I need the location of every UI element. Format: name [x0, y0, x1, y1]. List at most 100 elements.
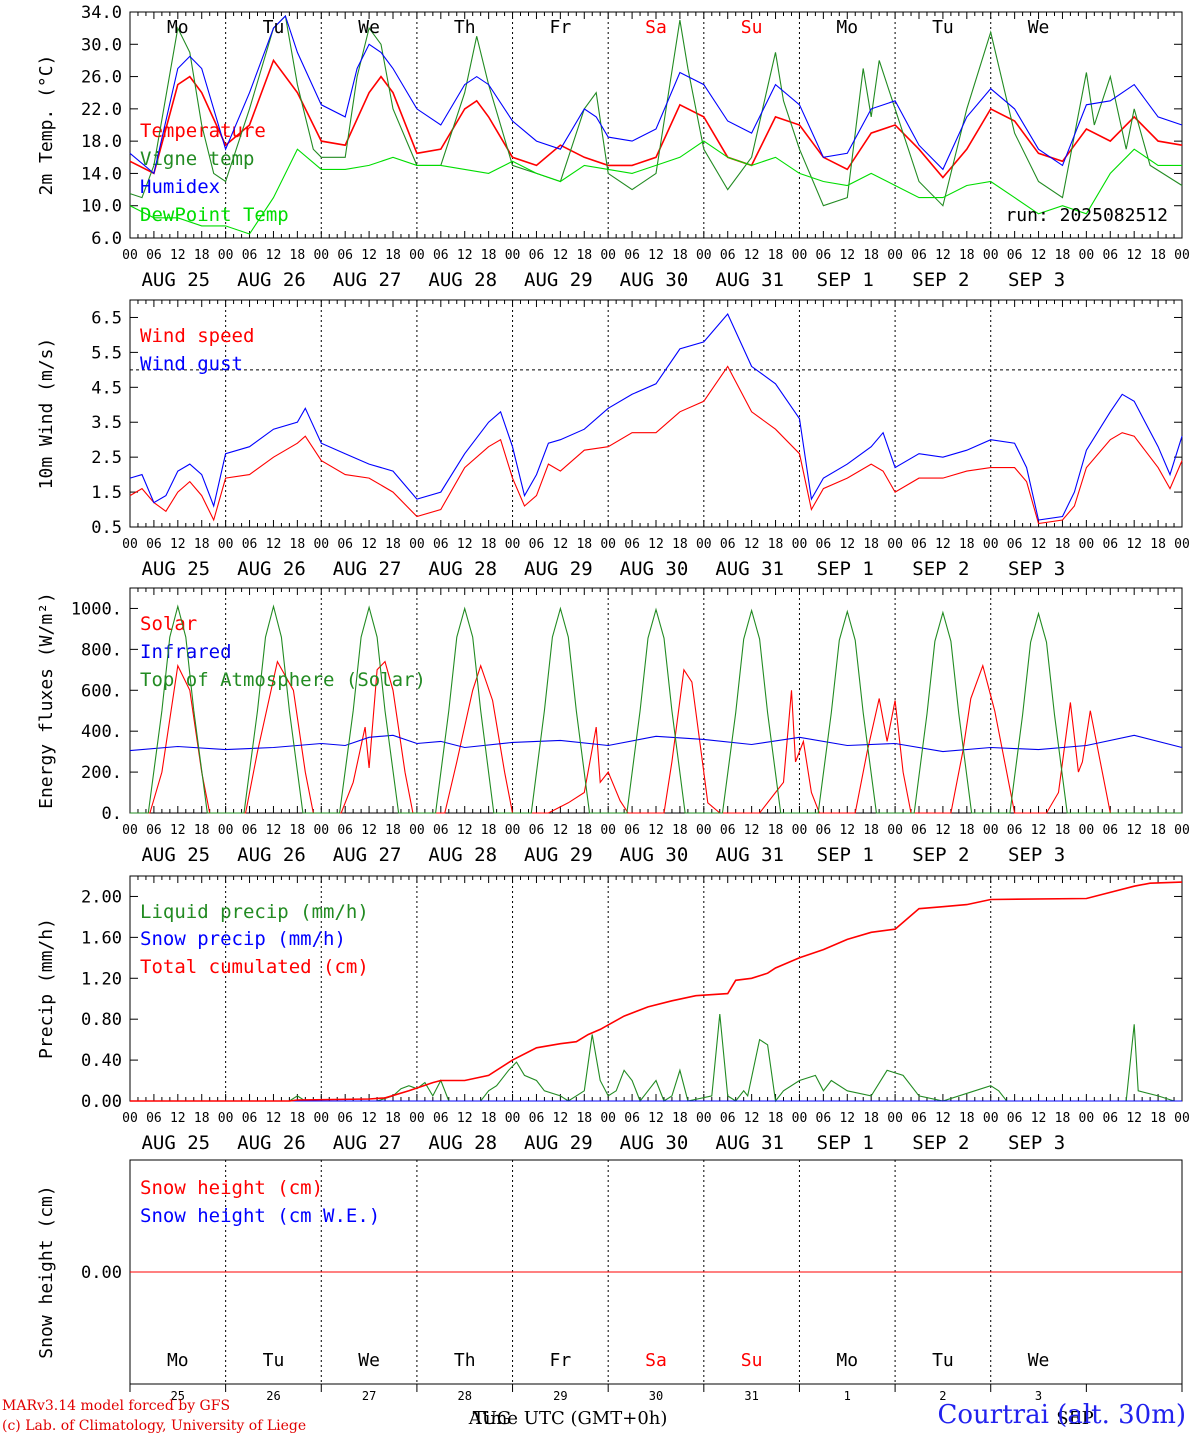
hour-tick-label: 06: [1007, 823, 1023, 838]
day-abbr: Tu: [932, 17, 954, 38]
hour-tick-label: 06: [433, 537, 449, 552]
hour-tick-label: 06: [816, 823, 832, 838]
hour-tick-label: 18: [290, 248, 306, 263]
legend-infrared: Infrared: [140, 641, 232, 663]
hour-tick-label: 00: [983, 537, 999, 552]
hour-tick-label: 06: [624, 823, 640, 838]
hour-tick-label: 12: [457, 248, 473, 263]
date-label: AUG 28: [428, 844, 497, 866]
series-line-wind-speed: [129, 365, 1183, 525]
series-line-total-cumulated-cm-: [130, 881, 1183, 1102]
day-abbr: Th: [454, 1350, 476, 1371]
hour-tick-label: 12: [361, 1111, 377, 1126]
hour-tick-label: 12: [266, 1111, 282, 1126]
hour-tick-label: 12: [1126, 1111, 1142, 1126]
legend-liquid-precip-mm-h-: Liquid precip (mm/h): [140, 901, 369, 923]
hour-tick-label: 00: [409, 1111, 425, 1126]
y-tick-label: 34.0: [81, 3, 122, 23]
series-line-vigne-temp: [129, 14, 1183, 207]
run-label: run: 2025082512: [1005, 205, 1168, 226]
date-label: AUG 25: [141, 844, 210, 866]
hour-tick-label: 18: [863, 537, 879, 552]
y-tick-label: 2.5: [91, 448, 122, 468]
y-axis-label-temperature: 2m Temp. (°C): [36, 55, 57, 196]
y-tick-label: 6.5: [91, 308, 122, 328]
date-label: AUG 31: [715, 269, 784, 291]
day-abbr: Mo: [836, 1350, 858, 1371]
hour-tick-label: 12: [744, 1111, 760, 1126]
date-label: AUG 31: [715, 844, 784, 866]
hour-tick-label: 18: [959, 248, 975, 263]
date-label: AUG 29: [524, 269, 593, 291]
hour-tick-label: 00: [1079, 823, 1095, 838]
hour-tick-label: 12: [648, 823, 664, 838]
hour-tick-label: 00: [1079, 1111, 1095, 1126]
hour-tick-label: 06: [911, 537, 927, 552]
y-tick-label: 0.5: [91, 518, 122, 538]
hour-tick-label: 18: [290, 1111, 306, 1126]
hour-tick-label: 12: [1126, 823, 1142, 838]
day-number: 29: [553, 1389, 567, 1403]
hour-tick-label: 18: [481, 248, 497, 263]
hour-tick-label: 12: [648, 537, 664, 552]
hour-tick-label: 18: [481, 537, 497, 552]
series-line-liquid-precip-mm-h-: [130, 1014, 1182, 1103]
y-tick-label: 3.5: [91, 413, 122, 433]
date-label: AUG 28: [428, 1132, 497, 1154]
model-credit: MARv3.14 model forced by GFS: [2, 1398, 231, 1414]
hour-tick-label: 12: [553, 1111, 569, 1126]
hour-tick-label: 00: [696, 823, 712, 838]
date-label: AUG 25: [141, 269, 210, 291]
y-tick-label: 30.0: [81, 35, 122, 55]
y-tick-label: 0.00: [81, 1092, 122, 1112]
hour-tick-label: 18: [768, 1111, 784, 1126]
date-label: AUG 31: [715, 1132, 784, 1154]
legend-top-of-atmosphere-solar-: Top of Atmosphere (Solar): [140, 669, 426, 691]
hour-tick-label: 06: [433, 1111, 449, 1126]
hour-tick-label: 06: [1007, 537, 1023, 552]
day-abbr: Fr: [550, 1350, 572, 1371]
hour-tick-label: 06: [433, 248, 449, 263]
hour-tick-label: 18: [959, 1111, 975, 1126]
hour-tick-label: 00: [792, 248, 808, 263]
hour-tick-label: 18: [385, 823, 401, 838]
hour-tick-label: 18: [863, 823, 879, 838]
hour-tick-label: 00: [887, 537, 903, 552]
date-label: SEP 1: [817, 844, 874, 866]
hour-tick-label: 00: [218, 537, 234, 552]
y-tick-label: 10.0: [81, 197, 122, 217]
hour-tick-label: 06: [911, 1111, 927, 1126]
hour-tick-label: 18: [194, 248, 210, 263]
hour-tick-label: 06: [720, 537, 736, 552]
hour-tick-label: 00: [505, 537, 521, 552]
date-label: SEP 1: [817, 558, 874, 580]
hour-tick-label: 00: [887, 1111, 903, 1126]
hour-tick-label: 18: [768, 537, 784, 552]
series-line-dewpoint-temp: [129, 140, 1182, 235]
hour-tick-label: 00: [600, 1111, 616, 1126]
hour-tick-label: 00: [409, 823, 425, 838]
hour-tick-label: 00: [218, 1111, 234, 1126]
date-label: SEP 2: [912, 558, 969, 580]
hour-tick-label: 06: [911, 823, 927, 838]
hour-tick-label: 12: [935, 1111, 951, 1126]
day-number: 28: [458, 1389, 472, 1403]
hour-tick-label: 00: [505, 823, 521, 838]
hour-tick-label: 06: [242, 537, 258, 552]
hour-tick-label: 00: [122, 248, 138, 263]
day-abbr: Fr: [550, 17, 572, 38]
hour-tick-label: 12: [553, 248, 569, 263]
day-number: 26: [266, 1389, 280, 1403]
hour-tick-label: 18: [1150, 823, 1166, 838]
legend-humidex: Humidex: [140, 176, 220, 198]
hour-tick-label: 06: [146, 1111, 162, 1126]
hour-tick-label: 18: [959, 537, 975, 552]
hour-tick-label: 06: [720, 823, 736, 838]
hour-tick-label: 00: [1174, 823, 1190, 838]
date-label: SEP 3: [1008, 558, 1065, 580]
hour-tick-label: 12: [170, 1111, 186, 1126]
hour-tick-label: 06: [720, 1111, 736, 1126]
y-tick-label: 2.00: [81, 887, 122, 907]
hour-tick-label: 06: [433, 823, 449, 838]
